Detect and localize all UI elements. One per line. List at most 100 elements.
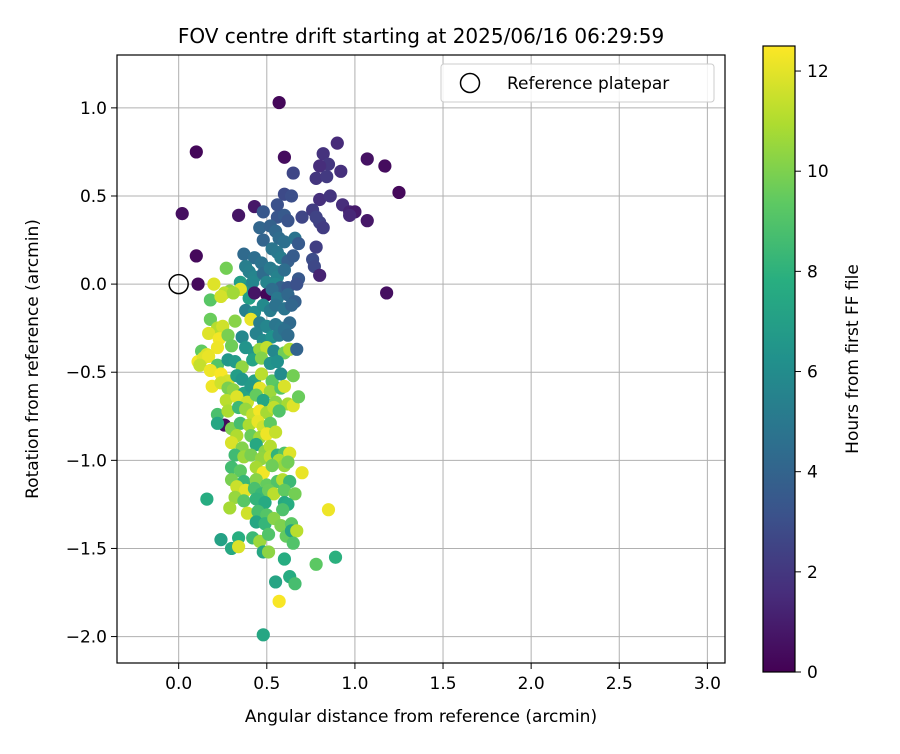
scatter-point xyxy=(291,390,306,404)
scatter-point xyxy=(249,437,263,452)
scatter-point xyxy=(247,286,262,300)
scatter-point xyxy=(309,210,323,224)
scatter-point xyxy=(274,367,288,381)
scatter-point xyxy=(321,503,336,517)
scatter-point xyxy=(219,393,233,408)
scatter-point xyxy=(272,404,286,418)
legend-box xyxy=(440,63,715,103)
scatter-point xyxy=(313,192,327,207)
scatter-point xyxy=(378,159,392,173)
x-tick-label: 1.0 xyxy=(341,674,368,694)
scatter-point xyxy=(309,240,323,254)
colorbar-tick-label: 2 xyxy=(807,563,818,583)
y-tick-label: −2.0 xyxy=(66,628,107,648)
scatter-point xyxy=(226,286,240,300)
scatter-point xyxy=(221,328,235,342)
scatter-point xyxy=(265,459,279,473)
scatter-point xyxy=(392,185,406,200)
scatter-point xyxy=(309,171,323,185)
scatter-point xyxy=(203,312,218,326)
x-axis-ticks: 0.0 0.5 1.0 1.5 2.0 2.5 3.0 xyxy=(165,663,721,694)
colorbar-tick-label: 0 xyxy=(807,663,818,683)
scatter-point xyxy=(240,506,255,520)
colorbar: 0 2 4 6 8 10 12 Hours from first FF file xyxy=(762,45,863,683)
scatter-point xyxy=(320,170,334,184)
scatter-point xyxy=(290,277,304,291)
legend: Reference platepar xyxy=(440,63,715,103)
scatter-point xyxy=(202,326,216,341)
scatter-point xyxy=(214,533,228,547)
scatter-point xyxy=(291,236,306,251)
scatter-point xyxy=(286,536,300,550)
colorbar-tick-label: 12 xyxy=(807,62,829,82)
scatter-point xyxy=(360,152,374,166)
scatter-point xyxy=(207,277,221,291)
scatter-point xyxy=(191,277,205,291)
scatter-point xyxy=(272,594,286,608)
scatter-point xyxy=(193,358,207,372)
scatter-point xyxy=(288,577,302,591)
x-tick-label: 0.5 xyxy=(253,674,280,694)
scatter-point xyxy=(237,494,251,508)
scatter-point xyxy=(256,205,270,219)
scatter-point xyxy=(244,448,258,462)
colorbar-label: Hours from first FF file xyxy=(843,264,863,454)
colorbar-tick-label: 8 xyxy=(807,262,818,282)
scatter-point xyxy=(232,540,246,554)
legend-marker xyxy=(459,72,481,94)
scatter-point xyxy=(316,221,330,235)
scatter-point xyxy=(276,503,290,517)
colorbar-ticks: 0 2 4 6 8 10 12 xyxy=(795,62,829,683)
scatter-point xyxy=(313,268,327,282)
scatter-point xyxy=(277,150,292,164)
scatter-point xyxy=(323,189,337,203)
scatter-point xyxy=(189,249,203,263)
scatter-point xyxy=(237,247,251,261)
scatter-point xyxy=(380,286,394,300)
scatter-point xyxy=(277,235,292,249)
scatter-point xyxy=(200,492,214,506)
scatter-point xyxy=(263,439,277,453)
scatter-point xyxy=(277,263,292,277)
y-tick-label: −0.5 xyxy=(66,363,107,383)
scatter-point xyxy=(316,147,330,161)
scatter-point xyxy=(254,367,269,381)
scatter-point xyxy=(328,550,343,564)
scatter-point xyxy=(235,330,249,344)
scatter-point xyxy=(270,355,284,369)
y-tick-label: 1.0 xyxy=(80,99,107,119)
colorbar-tick-label: 10 xyxy=(807,162,829,182)
scatter-point xyxy=(288,487,302,501)
x-tick-label: 2.5 xyxy=(606,674,633,694)
colorbar-tick-label: 6 xyxy=(807,363,818,383)
legend-entry-reference-platepar: Reference platepar xyxy=(507,74,669,94)
scatter-point xyxy=(214,289,228,304)
scatter-point xyxy=(330,136,344,150)
scatter-point xyxy=(284,298,299,312)
scatter-point xyxy=(269,575,283,589)
scatter-point xyxy=(256,628,270,642)
x-tick-label: 1.5 xyxy=(430,674,457,694)
scatter-point xyxy=(286,369,300,383)
scatter-point xyxy=(233,464,247,478)
reference-platepar-marker xyxy=(168,273,189,295)
scatter-point xyxy=(223,501,237,515)
scatter-point xyxy=(290,524,304,538)
y-tick-label: 0.5 xyxy=(80,187,107,207)
y-axis-label: Rotation from reference (arcmin) xyxy=(23,219,43,499)
scatter-point xyxy=(261,545,276,559)
chart-title: FOV centre drift starting at 2025/06/16 … xyxy=(178,24,664,48)
scatter-point xyxy=(360,214,374,228)
scatter-point xyxy=(219,261,233,275)
colorbar-gradient xyxy=(763,46,795,672)
scatter-point xyxy=(256,233,270,247)
scatter-point xyxy=(313,159,327,173)
scatter-point xyxy=(281,328,295,342)
scatter-point xyxy=(295,466,309,480)
x-tick-label: 2.0 xyxy=(518,674,545,694)
scatter-point xyxy=(189,145,203,159)
scatter-point xyxy=(277,379,292,393)
y-tick-label: −1.0 xyxy=(66,451,107,471)
